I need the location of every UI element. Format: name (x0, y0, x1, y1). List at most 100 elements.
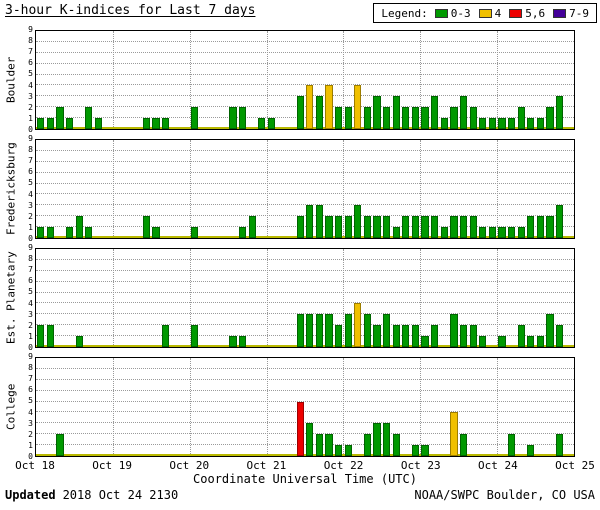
y-tick-label: 4 (28, 189, 33, 199)
k-index-bar (536, 118, 544, 129)
k-index-bar (373, 96, 381, 129)
k-index-bar (94, 118, 103, 129)
gridline-vertical (266, 31, 268, 129)
k-index-bar (229, 336, 237, 347)
k-index-bar (75, 216, 83, 238)
y-tick-label: 3 (28, 91, 33, 101)
k-index-bar (306, 314, 314, 347)
gridline-vertical (343, 140, 345, 238)
k-index-bar (459, 325, 468, 347)
gridline-horizontal (36, 400, 574, 402)
k-index-bar (190, 227, 199, 238)
k-index-bar (152, 227, 160, 238)
k-index-bar (315, 96, 323, 129)
y-tick-label: 4 (28, 407, 33, 417)
gridline-vertical (497, 140, 499, 238)
k-index-bar (469, 107, 477, 129)
panel-college (35, 357, 575, 457)
legend-item: 7-9 (553, 8, 589, 19)
x-tick-label: Oct 25 (555, 459, 595, 472)
gridline-vertical (266, 140, 268, 238)
k-index-bar (325, 85, 333, 129)
y-tick-label: 6 (28, 167, 33, 177)
legend-swatch (509, 8, 523, 18)
y-tick-label: 0 (28, 343, 33, 352)
k-index-bar (373, 216, 381, 238)
gridline-horizontal (36, 302, 574, 304)
k-index-bar (411, 325, 420, 347)
k-index-bar (325, 434, 333, 456)
chart-title: 3-hour K-indices for Last 7 days (5, 3, 256, 18)
gridline-horizontal (36, 73, 574, 75)
k-index-bar (383, 216, 391, 238)
k-index-bar (162, 118, 170, 129)
k-index-bar (56, 107, 64, 129)
y-tick-label: 6 (28, 385, 33, 395)
y-tick-label: 6 (28, 58, 33, 68)
k-index-bar (354, 303, 362, 347)
y-tick-label: 8 (28, 36, 33, 46)
y-tick-label: 5 (28, 178, 33, 188)
legend-swatch (478, 8, 492, 18)
k-index-bar (498, 336, 506, 347)
k-index-bar (37, 118, 45, 129)
legend-label: Legend: (381, 6, 428, 20)
k-index-bar (527, 336, 535, 347)
legend-items: 0-3 4 5,6 7-9 (434, 6, 589, 20)
y-tick-label: 1 (28, 113, 33, 123)
gridline-horizontal (36, 389, 574, 391)
x-tick-label: Oct 18 (15, 459, 55, 472)
updated-value: 2018 Oct 24 2130 (62, 488, 179, 502)
gridline-horizontal (36, 280, 574, 282)
k-index-bar (555, 434, 564, 456)
k-index-bar (507, 227, 516, 238)
k-index-bar (507, 118, 516, 129)
k-index-bar (498, 227, 506, 238)
k-index-bar (479, 336, 487, 347)
k-index-bar (46, 325, 54, 347)
gridline-horizontal (36, 215, 574, 217)
gridline-horizontal (36, 378, 574, 380)
k-index-bar (402, 107, 410, 129)
y-tick-label: 8 (28, 363, 33, 373)
k-index-bar (479, 227, 487, 238)
k-index-bar (392, 434, 400, 456)
k-index-bar (267, 118, 275, 129)
legend-swatch (553, 8, 567, 18)
k-index-bar (344, 445, 352, 456)
k-index-bar (517, 107, 525, 129)
k-index-bar (296, 401, 304, 456)
panel-fredericksburg (35, 139, 575, 239)
k-index-bar (66, 227, 74, 238)
x-axis-baseline (36, 236, 574, 238)
y-tick-label: 2 (28, 429, 33, 439)
k-index-bar (190, 325, 199, 347)
gridline-vertical (343, 249, 345, 347)
y-tick-label: 9 (28, 25, 33, 34)
gridline-horizontal (36, 51, 574, 53)
gridline-vertical (189, 140, 191, 238)
k-index-bar (142, 216, 151, 238)
legend-item: 5,6 (509, 8, 545, 19)
k-index-bar (296, 314, 304, 347)
k-index-bar (354, 205, 362, 238)
k-index-bar (527, 445, 535, 456)
y-tick-label: 8 (28, 145, 33, 155)
legend-item-label: 4 (494, 6, 502, 20)
gridline-vertical (189, 358, 191, 456)
y-tick-label: 4 (28, 298, 33, 308)
gridline-horizontal (36, 62, 574, 64)
k-index-bar (373, 325, 381, 347)
k-index-bar (488, 227, 496, 238)
k-index-bar (325, 216, 333, 238)
k-index-bar (431, 325, 439, 347)
k-index-bar (383, 107, 391, 129)
y-tick-label: 1 (28, 331, 33, 341)
k-index-bar (142, 118, 151, 129)
k-index-bar (306, 205, 314, 238)
k-index-bar (373, 423, 381, 456)
k-index-bar (421, 445, 429, 456)
k-index-bar (431, 216, 439, 238)
k-index-bar (440, 227, 448, 238)
gridline-horizontal (36, 117, 574, 119)
